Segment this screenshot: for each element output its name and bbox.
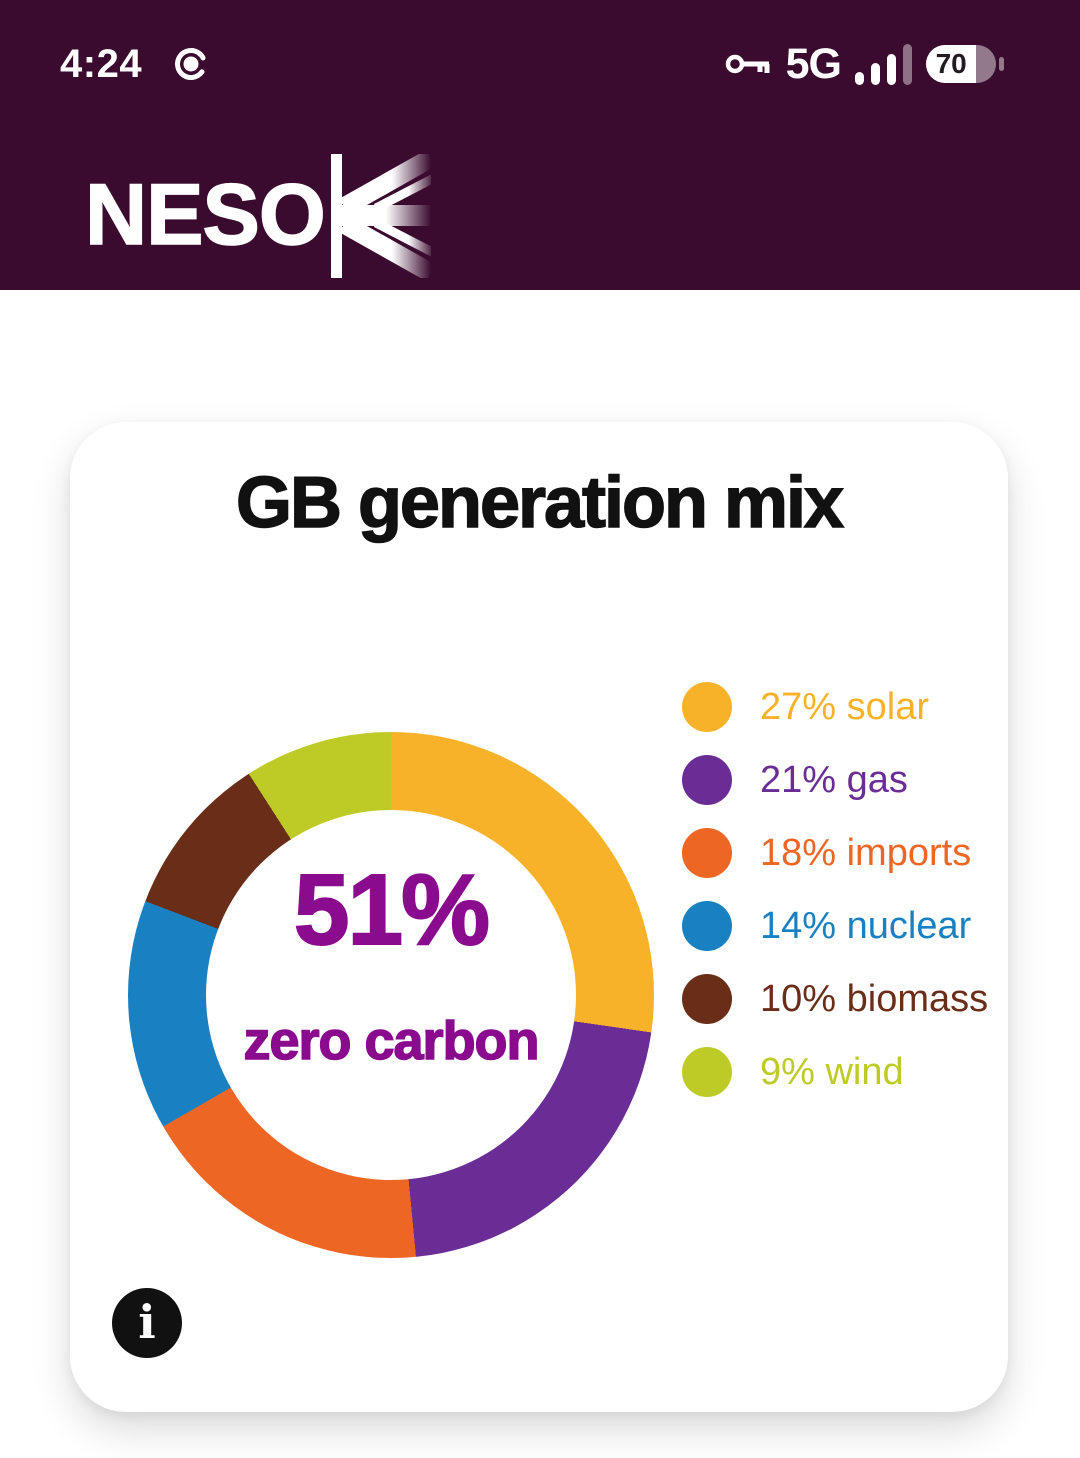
info-button[interactable]: i — [112, 1288, 182, 1358]
status-bar-left: 4:24 — [60, 38, 210, 90]
legend-item-gas: 21% gas — [682, 755, 988, 805]
legend-swatch-gas — [682, 755, 732, 805]
legend-label-gas: 21% gas — [760, 758, 908, 801]
zero-carbon-percentage: 51% — [293, 854, 491, 966]
notification-record-icon — [175, 48, 208, 80]
legend-swatch-solar — [682, 682, 732, 732]
legend-item-nuclear: 14% nuclear — [682, 901, 988, 951]
neso-logo-text: NESO — [84, 167, 326, 263]
battery-icon: 70 — [926, 45, 1004, 83]
legend-label-wind: 9% wind — [760, 1050, 904, 1093]
legend-swatch-wind — [682, 1047, 732, 1097]
legend-swatch-imports — [682, 828, 732, 878]
chart-legend: 27% solar 21% gas 18% imports 14% nuclear 10… — [682, 682, 988, 1097]
network-type-label: 5G — [785, 39, 842, 88]
info-icon: i — [138, 1295, 156, 1349]
legend-swatch-nuclear — [682, 901, 732, 951]
battery-fill — [926, 45, 976, 83]
card-title: GB generation mix — [235, 462, 845, 544]
generation-mix-card: GB generation mix 51% zero carbon 27% so… — [70, 422, 1008, 1412]
status-bar-right: 5G 70 — [724, 38, 1004, 90]
status-time: 4:24 — [60, 41, 143, 86]
legend-item-biomass: 10% biomass — [682, 974, 988, 1024]
signal-strength-icon — [855, 43, 912, 85]
legend-label-solar: 27% solar — [760, 685, 929, 728]
battery-nub — [999, 57, 1004, 71]
legend-swatch-biomass — [682, 974, 732, 1024]
donut-chart: 51% zero carbon — [128, 732, 654, 1258]
union-jack-half-icon — [330, 154, 431, 278]
vpn-key-icon — [725, 54, 770, 74]
status-and-header-bar: 4:24 5G 70 NESO — [0, 0, 1080, 290]
legend-label-biomass: 10% biomass — [760, 977, 989, 1020]
neso-logo: NESO — [84, 152, 431, 278]
battery-percent-label: 70 — [935, 48, 967, 79]
zero-carbon-label: zero carbon — [243, 1011, 541, 1071]
legend-label-imports: 18% imports — [760, 831, 972, 874]
legend-label-nuclear: 14% nuclear — [760, 904, 972, 947]
legend-item-imports: 18% imports — [682, 828, 988, 878]
legend-item-wind: 9% wind — [682, 1047, 988, 1097]
donut-hole — [206, 810, 576, 1180]
legend-item-solar: 27% solar — [682, 682, 988, 732]
